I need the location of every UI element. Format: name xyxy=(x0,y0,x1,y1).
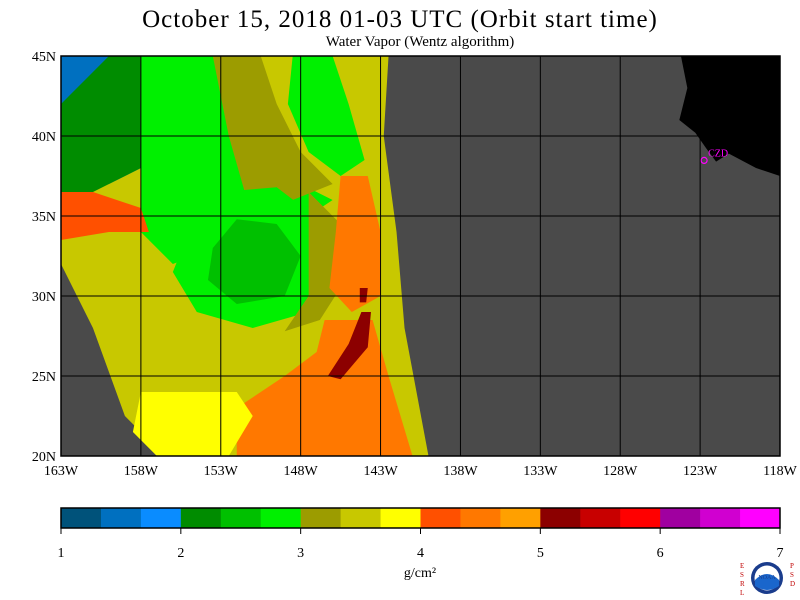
region-dark-red-streak-2 xyxy=(359,288,368,303)
x-tick-label: 128W xyxy=(603,464,638,479)
chart-subtitle: Water Vapor (Wentz algorithm) xyxy=(325,34,515,50)
colorbar-bin xyxy=(100,508,142,528)
colorbar-bin xyxy=(300,508,342,528)
colorbar-bin xyxy=(540,508,581,528)
colorbar-bin xyxy=(460,508,501,528)
colorbar-tick-label: 1 xyxy=(58,546,65,561)
logo-letter-p: P xyxy=(790,562,794,570)
colorbar-bin xyxy=(220,508,262,528)
colorbar-tick-label: 3 xyxy=(297,546,304,561)
x-tick-label: 163W xyxy=(44,464,79,479)
colorbar-bin xyxy=(340,508,382,528)
logo-letter-s: S xyxy=(740,571,744,579)
region-olive-band xyxy=(212,56,333,200)
station-marker xyxy=(700,156,708,164)
noaa-logo: E S R L NOAA P S D xyxy=(736,558,798,600)
colorbar-bin xyxy=(260,508,302,528)
colorbar-bin xyxy=(700,508,741,528)
colorbar-bin xyxy=(580,508,621,528)
colorbar-tick-label: 7 xyxy=(777,546,784,561)
colorbar-bin xyxy=(380,508,421,528)
colorbar-bin xyxy=(500,508,541,528)
x-tick-label: 138W xyxy=(443,464,478,479)
colorbar-bin xyxy=(740,508,781,528)
region-green-core xyxy=(207,219,301,304)
region-orange-south xyxy=(236,320,413,456)
y-tick-label: 45N xyxy=(32,50,56,65)
x-tick-label: 158W xyxy=(124,464,159,479)
y-tick-label: 20N xyxy=(32,450,56,465)
x-tick-label: 153W xyxy=(204,464,239,479)
logo-letter-d: D xyxy=(790,580,795,588)
x-tick-label: 143W xyxy=(363,464,398,479)
colorbar-tick-label: 6 xyxy=(657,546,664,561)
region-green-northeast xyxy=(287,56,365,176)
y-tick-label: 30N xyxy=(32,290,56,305)
x-tick-label: 123W xyxy=(683,464,718,479)
colorbar-bin xyxy=(180,508,222,528)
logo-letter-s2: S xyxy=(790,571,794,579)
x-tick-label: 148W xyxy=(284,464,319,479)
x-tick-label: 118W xyxy=(763,464,797,479)
colorbar-tick-label: 2 xyxy=(177,546,184,561)
region-yellow-southwest xyxy=(132,392,253,456)
logo-center-text: NOAA xyxy=(758,575,776,581)
x-tick-label: 133W xyxy=(523,464,558,479)
logo-letter-l: L xyxy=(740,589,744,597)
colorbar-bin xyxy=(420,508,461,528)
colorbar-unit: g/cm² xyxy=(404,566,436,581)
station-label: CZD xyxy=(708,148,728,159)
logo-letter-e: E xyxy=(740,562,744,570)
chart-title: October 15, 2018 01-03 UTC (Orbit start … xyxy=(142,6,658,33)
colorbar-bin xyxy=(61,508,102,528)
y-tick-label: 40N xyxy=(32,130,56,145)
y-tick-label: 35N xyxy=(32,210,56,225)
land-mass xyxy=(679,56,780,176)
plot-border xyxy=(60,55,781,457)
colorbar-bin xyxy=(660,508,701,528)
colorbar-bin xyxy=(140,508,182,528)
region-dark-red-streak xyxy=(327,312,371,380)
colorbar-tick-label: 5 xyxy=(537,546,544,561)
colorbar-bin xyxy=(620,508,661,528)
logo-letter-r: R xyxy=(740,580,745,588)
region-orange-band-north xyxy=(329,176,381,312)
colorbar-tick-label: 4 xyxy=(417,546,424,561)
y-tick-label: 25N xyxy=(32,370,56,385)
